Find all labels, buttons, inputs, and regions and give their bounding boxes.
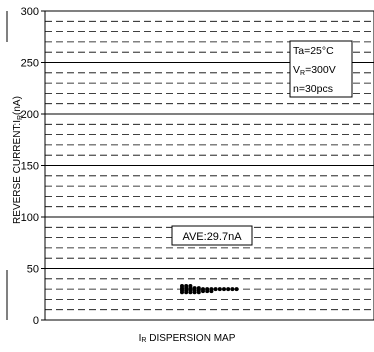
data-point xyxy=(226,287,231,292)
condition-reverse-voltage: VR=300V xyxy=(293,64,336,77)
data-point xyxy=(222,287,226,292)
data-point xyxy=(192,290,197,295)
y-tick-label: 200 xyxy=(21,109,39,121)
data-point xyxy=(201,289,205,294)
y-ticks xyxy=(41,10,45,321)
data-point xyxy=(230,287,235,292)
y-tick-label: 0 xyxy=(33,315,39,327)
data-point xyxy=(234,287,239,292)
conditions-box-frame xyxy=(289,40,353,98)
average-box-frame xyxy=(171,225,253,246)
data-point xyxy=(188,290,193,295)
data-point xyxy=(205,289,210,294)
y-tick-label: 250 xyxy=(21,58,39,70)
y-axis-label: REVERSE CURRENT:IR(nA) xyxy=(12,96,24,224)
y-tick-labels: 0 50 100 150 200 250 300 xyxy=(21,6,39,327)
average-box: AVE:29.7nA xyxy=(171,225,253,246)
data-point xyxy=(209,289,214,294)
data-point xyxy=(217,287,222,292)
data-point xyxy=(184,290,189,295)
data-point xyxy=(196,290,201,295)
y-tick-label: 50 xyxy=(27,264,39,276)
data-points xyxy=(180,284,239,295)
x-axis-caption: IR DISPERSION MAP xyxy=(138,333,236,344)
condition-temperature: Ta=25°C xyxy=(293,45,334,57)
y-tick-label: 100 xyxy=(21,212,39,224)
condition-sample-count: n=30pcs xyxy=(293,83,333,95)
y-tick-label: 150 xyxy=(21,161,39,173)
y-tick-label: 300 xyxy=(21,6,39,18)
data-point xyxy=(180,290,184,295)
data-point xyxy=(213,287,218,292)
major-grid xyxy=(45,61,374,270)
average-label: AVE:29.7nA xyxy=(182,231,242,243)
conditions-box: Ta=25°C VR=300V n=30pcs xyxy=(289,40,353,98)
